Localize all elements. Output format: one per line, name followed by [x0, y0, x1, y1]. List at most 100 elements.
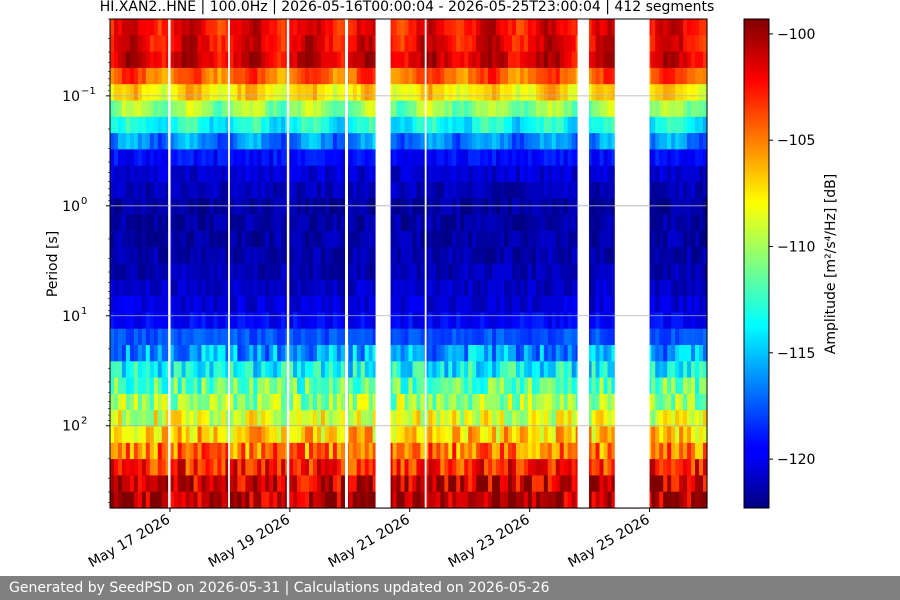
heatmap-cell [129, 214, 135, 232]
heatmap-cell [408, 491, 414, 509]
heatmap-cell [360, 100, 366, 118]
heatmap-cell [432, 149, 437, 167]
heatmap-cell [691, 459, 696, 476]
heatmap-cell [695, 247, 700, 265]
heatmap-cell [539, 263, 545, 281]
heatmap-cell [432, 410, 437, 428]
heatmap-cell [201, 475, 207, 493]
heatmap-cell [519, 100, 525, 118]
heatmap-cell [277, 149, 282, 167]
heatmap-cell [412, 100, 418, 118]
heatmap-cell [691, 361, 696, 379]
heatmap-cell [675, 19, 680, 36]
heatmap-cell [157, 100, 163, 118]
heatmap-cell [603, 377, 609, 395]
heatmap-cell [464, 149, 469, 167]
heatmap-cell [169, 247, 175, 265]
heatmap-cell [137, 491, 143, 509]
heatmap-cell [145, 214, 151, 232]
heatmap-cell [241, 345, 246, 362]
heatmap-cell [141, 19, 147, 36]
heatmap-cell [213, 230, 219, 248]
heatmap-cell [555, 198, 561, 216]
heatmap-cell [404, 345, 410, 362]
heatmap-cell [125, 393, 131, 411]
heatmap-cell [500, 426, 505, 444]
heatmap-cell [547, 116, 553, 134]
heatmap-cell [511, 459, 517, 476]
heatmap-cell [671, 214, 676, 232]
heatmap-cell [149, 328, 155, 346]
heatmap-cell [328, 361, 334, 379]
heatmap-cell [277, 182, 282, 199]
heatmap-cell [277, 328, 282, 346]
heatmap-cell [137, 312, 143, 330]
heatmap-cell [539, 442, 545, 460]
heatmap-cell [671, 491, 676, 509]
heatmap-cell [436, 84, 441, 102]
heatmap-cell [233, 312, 238, 330]
heatmap-cell [368, 19, 374, 36]
heatmap-cell [551, 475, 557, 493]
heatmap-cell [129, 279, 135, 297]
heatmap-cell [607, 296, 613, 313]
heatmap-cell [559, 214, 565, 232]
heatmap-cell [555, 459, 561, 476]
heatmap-cell [408, 247, 414, 265]
heatmap-cell [404, 165, 410, 183]
heatmap-cell [137, 19, 143, 36]
heatmap-cell [117, 247, 123, 265]
heatmap-cell [253, 312, 258, 330]
heatmap-cell [265, 19, 270, 36]
heatmap-cell [683, 312, 688, 330]
heatmap-cell [293, 279, 298, 297]
heatmap-cell [476, 35, 481, 53]
heatmap-cell [352, 165, 358, 183]
heatmap-cell [289, 230, 294, 248]
heatmap-cell [424, 182, 429, 199]
heatmap-cell [551, 67, 557, 85]
heatmap-cell [237, 67, 242, 85]
heatmap-cell [161, 84, 167, 102]
heatmap-cell [420, 165, 426, 183]
heatmap-cell [547, 361, 553, 379]
heatmap-cell [340, 214, 346, 232]
heatmap-cell [320, 263, 326, 281]
heatmap-cell [424, 51, 429, 69]
heatmap-cell [432, 198, 437, 216]
heatmap-cell [607, 442, 613, 460]
heatmap-cell [293, 328, 298, 346]
heatmap-cell [563, 116, 569, 134]
heatmap-cell [368, 361, 374, 379]
heatmap-cell [412, 442, 418, 460]
heatmap-cell [527, 426, 533, 444]
heatmap-cell [555, 361, 561, 379]
heatmap-cell [496, 312, 501, 330]
heatmap-cell [257, 393, 262, 411]
heatmap-cell [324, 345, 330, 362]
heatmap-cell [388, 328, 394, 346]
heatmap-cell [205, 491, 211, 509]
heatmap-cell [647, 442, 652, 460]
heatmap-cell [277, 198, 282, 216]
heatmap-cell [555, 182, 561, 199]
heatmap-cell [360, 426, 366, 444]
heatmap-cell [420, 279, 426, 297]
heatmap-cell [305, 198, 310, 216]
heatmap-cell [392, 35, 398, 53]
heatmap-cell [504, 19, 509, 36]
heatmap-cell [177, 345, 183, 362]
heatmap-cell [539, 100, 545, 118]
heatmap-cell [324, 263, 330, 281]
heatmap-cell [161, 312, 167, 330]
heatmap-cell [412, 377, 418, 395]
heatmap-cell [193, 35, 199, 53]
heatmap-cell [539, 133, 545, 150]
heatmap-cell [241, 165, 246, 183]
heatmap-cell [113, 35, 119, 53]
heatmap-cell [404, 51, 410, 69]
heatmap-cell [113, 426, 119, 444]
heatmap-cell [468, 230, 473, 248]
heatmap-cell [368, 296, 374, 313]
heatmap-cell [197, 165, 203, 183]
